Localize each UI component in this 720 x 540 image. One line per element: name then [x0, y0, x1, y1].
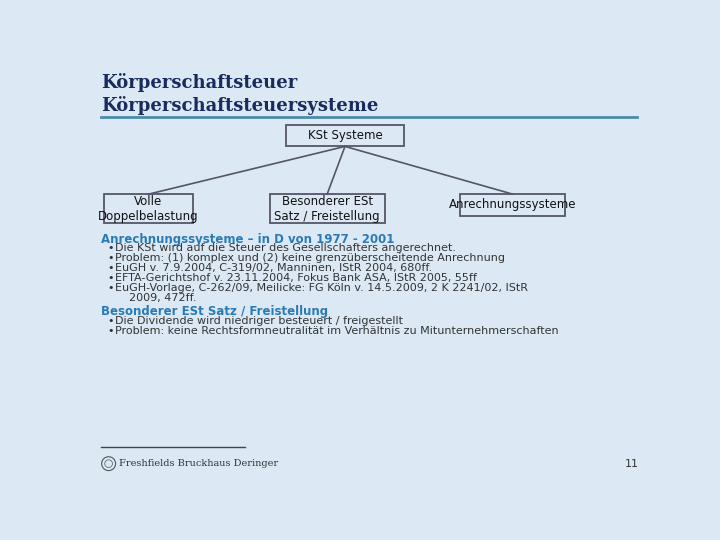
- Text: Besonderer ESt Satz / Freistellung: Besonderer ESt Satz / Freistellung: [101, 305, 328, 318]
- Text: •: •: [107, 326, 114, 336]
- Text: Anrechnungssysteme: Anrechnungssysteme: [449, 198, 577, 212]
- Text: •: •: [107, 253, 114, 264]
- Text: Besonderer ESt
Satz / Freistellung: Besonderer ESt Satz / Freistellung: [274, 195, 380, 223]
- Text: •: •: [107, 264, 114, 273]
- Text: •: •: [107, 273, 114, 284]
- FancyBboxPatch shape: [461, 194, 565, 215]
- Text: Die Dividende wird niedriger besteuert / freigestellt: Die Dividende wird niedriger besteuert /…: [114, 316, 402, 326]
- Text: Die KSt wird auf die Steuer des Gesellschafters angerechnet.: Die KSt wird auf die Steuer des Gesellsc…: [114, 244, 456, 253]
- Text: Volle
Doppelbelastung: Volle Doppelbelastung: [98, 195, 199, 223]
- Text: •: •: [107, 284, 114, 293]
- Text: EuGH-Vorlage, C-262/09, Meilicke: FG Köln v. 14.5.2009, 2 K 2241/02, IStR: EuGH-Vorlage, C-262/09, Meilicke: FG Köl…: [114, 284, 528, 293]
- Text: Freshfields Bruckhaus Deringer: Freshfields Bruckhaus Deringer: [120, 459, 279, 468]
- Text: 11: 11: [625, 458, 639, 469]
- Text: 2009, 472ff.: 2009, 472ff.: [114, 294, 197, 303]
- Text: Problem: keine Rechtsformneutralität im Verhältnis zu Mitunternehmerschaften: Problem: keine Rechtsformneutralität im …: [114, 326, 559, 336]
- Text: KSt Systeme: KSt Systeme: [307, 129, 382, 142]
- FancyBboxPatch shape: [286, 125, 404, 146]
- FancyBboxPatch shape: [104, 194, 193, 224]
- Text: EFTA-Gerichtshof v. 23.11.2004, Fokus Bank ASA, IStR 2005, 55ff: EFTA-Gerichtshof v. 23.11.2004, Fokus Ba…: [114, 273, 477, 284]
- FancyBboxPatch shape: [270, 194, 384, 224]
- Text: EuGH v. 7.9.2004, C-319/02, Manninen, IStR 2004, 680ff.: EuGH v. 7.9.2004, C-319/02, Manninen, IS…: [114, 264, 432, 273]
- Text: Anrechnungssysteme – in D von 1977 - 2001: Anrechnungssysteme – in D von 1977 - 200…: [101, 233, 395, 246]
- Text: Problem: (1) komplex und (2) keine grenzüberscheitende Anrechnung: Problem: (1) komplex und (2) keine grenz…: [114, 253, 505, 264]
- Text: •: •: [107, 244, 114, 253]
- Text: Körperschaftsteuer
Körperschaftsteuersysteme: Körperschaftsteuer Körperschaftsteuersys…: [101, 72, 378, 115]
- Text: •: •: [107, 316, 114, 326]
